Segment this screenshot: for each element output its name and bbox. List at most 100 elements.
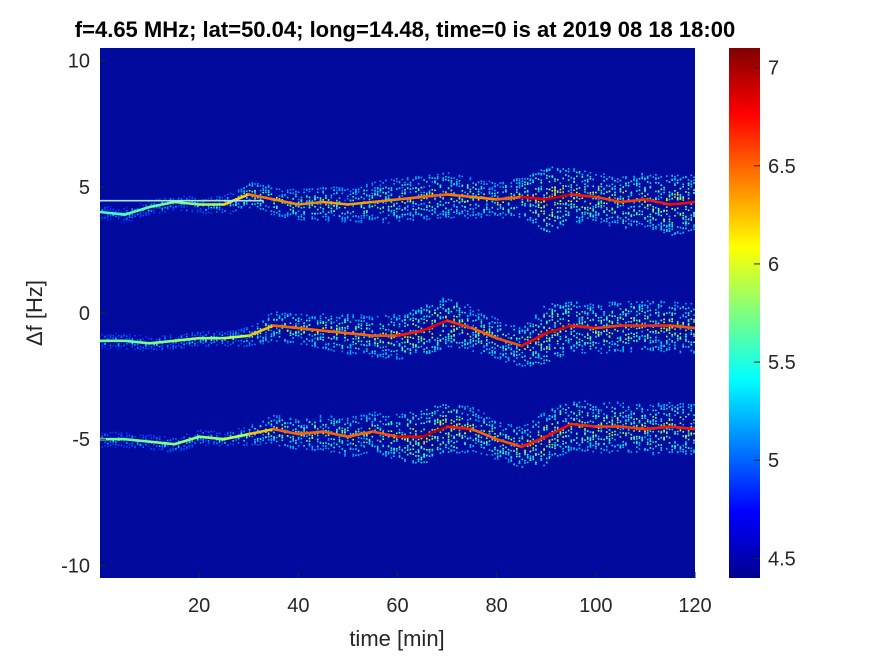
heat-speckle (546, 188, 548, 190)
heat-speckle (387, 222, 390, 224)
heat-speckle (106, 338, 109, 340)
heat-speckle (426, 315, 428, 318)
heat-speckle (625, 309, 627, 312)
heat-speckle (134, 344, 136, 346)
heat-speckle (426, 218, 428, 220)
heat-speckle (366, 316, 368, 318)
heat-speckle (169, 205, 172, 208)
heat-speckle (286, 314, 289, 317)
heat-speckle (191, 345, 194, 347)
heat-speckle (608, 176, 611, 178)
heat-speckle (466, 333, 469, 335)
heat-speckle (483, 193, 485, 195)
heat-speckle (325, 423, 327, 426)
heat-speckle (663, 314, 665, 316)
heat-speckle (494, 189, 496, 192)
heat-speckle (177, 205, 180, 207)
heat-speckle (270, 329, 273, 332)
heat-speckle (453, 216, 455, 219)
heat-speckle (469, 342, 472, 344)
heat-speckle (551, 313, 554, 316)
heat-speckle (398, 216, 401, 219)
heat-speckle (466, 319, 469, 322)
heat-speckle (595, 324, 597, 326)
heat-speckle (666, 341, 668, 344)
heat-speckle (556, 352, 559, 354)
heat-speckle (535, 329, 537, 331)
heat-speckle (646, 300, 649, 302)
heat-speckle (518, 341, 521, 343)
heat-speckle (483, 324, 485, 327)
heat-speckle (581, 333, 584, 336)
heat-speckle (396, 425, 398, 427)
heat-speckle (306, 343, 308, 346)
heat-speckle (625, 334, 627, 336)
heat-speckle (153, 436, 155, 439)
heat-speckle (186, 342, 188, 344)
heat-speckle (366, 441, 368, 444)
heat-speckle (475, 331, 477, 334)
heat-speckle (469, 214, 472, 217)
heat-speckle (336, 319, 338, 322)
heat-speckle (682, 199, 684, 201)
heat-speckle (409, 432, 412, 434)
heat-speckle (502, 181, 504, 184)
heat-speckle (619, 336, 622, 339)
heat-speckle (679, 194, 682, 196)
heat-speckle (630, 337, 633, 339)
heat-speckle (603, 330, 605, 333)
heat-speckle (597, 198, 600, 201)
heat-speckle (161, 207, 164, 210)
heat-speckle (415, 318, 417, 320)
heat-speckle (363, 315, 365, 318)
heat-speckle (213, 440, 215, 443)
heat-speckle (516, 206, 518, 209)
heat-speckle (158, 438, 161, 440)
heat-speckle (592, 341, 594, 344)
heat-speckle (104, 434, 106, 436)
heat-speckle (567, 204, 570, 206)
heat-speckle (567, 185, 570, 188)
heat-speckle (325, 346, 327, 348)
heat-speckle (262, 208, 264, 210)
heat-speckle (630, 332, 633, 335)
heat-speckle (595, 335, 597, 338)
heat-speckle (636, 327, 638, 330)
heat-speckle (404, 416, 406, 418)
heat-speckle (180, 437, 183, 440)
heat-speckle (676, 337, 679, 340)
ridge-segment (396, 195, 424, 201)
heat-speckle (357, 191, 360, 193)
heat-speckle (319, 333, 322, 335)
heat-speckle (614, 220, 616, 222)
heat-speckle (251, 184, 254, 186)
heat-speckle (483, 208, 485, 211)
heat-speckle (246, 203, 248, 205)
heat-speckle (565, 214, 567, 216)
heat-speckle (246, 436, 248, 439)
heat-speckle (619, 204, 622, 207)
heat-speckle (676, 339, 679, 342)
heat-speckle (398, 431, 401, 434)
heat-speckle (406, 324, 409, 326)
heat-speckle (630, 326, 633, 328)
heat-speckle (676, 321, 679, 323)
heat-speckle (379, 189, 382, 191)
heat-speckle (289, 208, 292, 211)
heat-speckle (461, 345, 464, 347)
heat-speckle (486, 183, 488, 185)
heat-speckle (259, 202, 262, 205)
heat-speckle (256, 323, 259, 325)
heat-speckle (573, 203, 575, 206)
heat-speckle (573, 178, 575, 180)
heat-speckle (401, 431, 404, 434)
heat-speckle (461, 320, 464, 323)
ridge-segment (569, 324, 598, 330)
heat-speckle (180, 342, 183, 344)
heat-speckle (546, 312, 548, 315)
heat-speckle (229, 330, 232, 333)
heat-speckle (630, 192, 633, 195)
heat-speckle (166, 206, 169, 209)
heat-speckle (535, 205, 537, 208)
heat-speckle (390, 451, 393, 454)
